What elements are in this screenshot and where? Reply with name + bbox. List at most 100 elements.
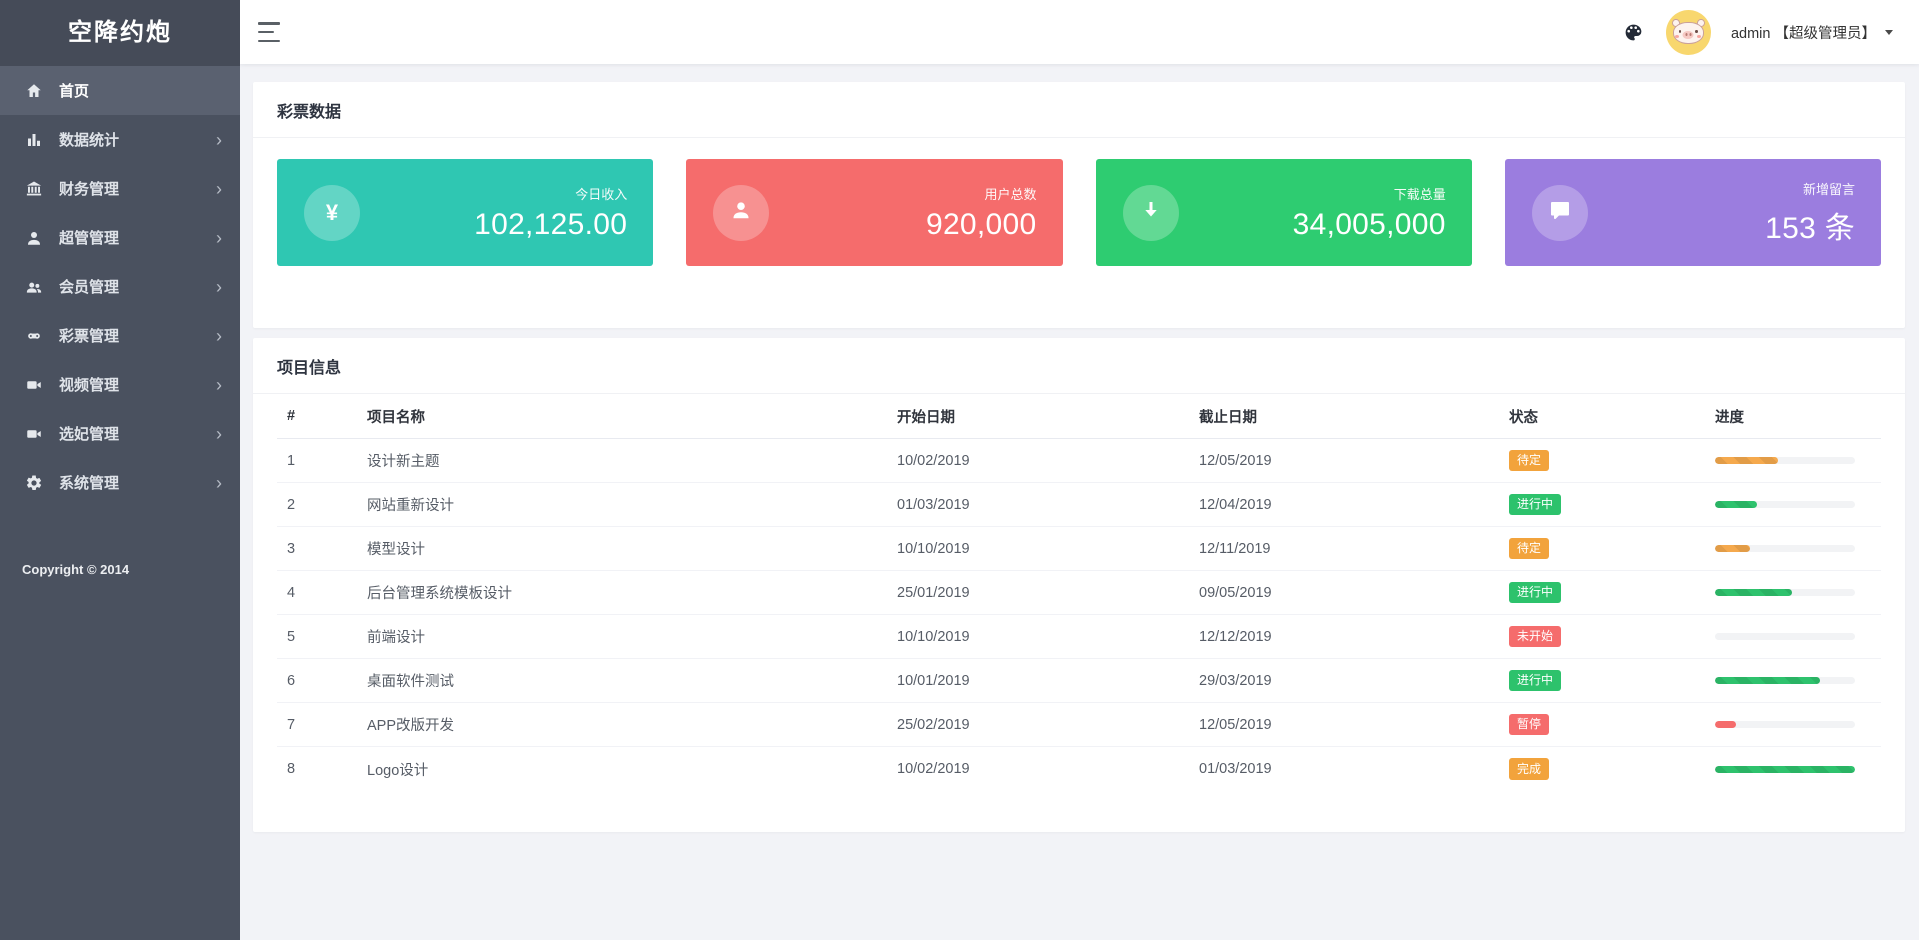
page-content: 彩票数据 ¥ 今日收入 102,125.00 用户总数 920,000 下载总量… — [240, 64, 1919, 832]
sidebar-item-8[interactable]: 系统管理 › — [0, 458, 240, 507]
stat-card-label: 用户总数 — [984, 186, 1037, 202]
cell-index: 4 — [287, 584, 296, 601]
progress-bar — [1715, 589, 1855, 596]
cell-name: Logo设计 — [367, 762, 429, 779]
main-area: admin 【超级管理员】 彩票数据 ¥ 今日收入 102,125.00 用户总… — [240, 0, 1919, 940]
status-badge: 暂停 — [1509, 713, 1550, 736]
projects-table: # 项目名称 开始日期 截止日期 状态 进度 1 设计新主题 10/02/201… — [253, 394, 1905, 832]
cell-start-date: 10/10/2019 — [897, 628, 970, 645]
status-badge: 待定 — [1509, 537, 1550, 560]
cell-name: 设计新主题 — [367, 454, 440, 470]
progress-bar — [1715, 765, 1855, 773]
progress-bar — [1715, 457, 1855, 464]
cell-end-date: 09/05/2019 — [1199, 584, 1272, 601]
progress-bar — [1715, 501, 1855, 508]
projects-panel: 项目信息 # 项目名称 开始日期 截止日期 状态 进度 1 设计新主题 10/0… — [253, 338, 1905, 832]
user-menu-dropdown[interactable]: admin 【超级管理员】 — [1731, 22, 1893, 43]
table-row: 7 APP改版开发 25/02/2019 12/05/2019 暂停 — [277, 703, 1881, 747]
chevron-right-icon: › — [216, 374, 222, 395]
chevron-right-icon: › — [216, 129, 222, 150]
sidebar-item-6[interactable]: 视频管理 › — [0, 360, 240, 409]
cell-start-date: 25/01/2019 — [897, 584, 970, 601]
cell-end-date: 01/03/2019 — [1199, 761, 1272, 777]
cell-end-date: 29/03/2019 — [1199, 672, 1272, 689]
home-icon — [24, 81, 44, 101]
copyright-text: Copyright © 2014 — [22, 562, 130, 577]
bar-chart-icon — [24, 130, 44, 150]
progress-bar — [1715, 633, 1855, 640]
table-row: 8 Logo设计 10/02/2019 01/03/2019 完成 — [277, 747, 1881, 791]
yen-icon: ¥ — [325, 199, 339, 225]
col-name: 项目名称 — [367, 409, 425, 426]
cell-name: 后台管理系统模板设计 — [367, 586, 512, 602]
stat-card: 新增留言 153 条 — [1504, 159, 1881, 266]
app-logo: 空降约炮 — [0, 0, 240, 66]
chevron-right-icon: › — [216, 423, 222, 444]
status-badge: 进行中 — [1509, 669, 1562, 692]
sidebar-item-4[interactable]: 会员管理 › — [0, 262, 240, 311]
user-avatar[interactable] — [1665, 9, 1711, 55]
cell-index: 1 — [287, 452, 296, 469]
sidebar-item-7[interactable]: 选妃管理 › — [0, 409, 240, 458]
cell-name: 桌面软件测试 — [367, 674, 454, 690]
stat-card-value: 34,005,000 — [1292, 207, 1446, 241]
sidebar-item-5[interactable]: 彩票管理 › — [0, 311, 240, 360]
stat-card: ¥ 今日收入 102,125.00 — [277, 159, 654, 266]
table-row: 6 桌面软件测试 10/01/2019 29/03/2019 进行中 — [277, 659, 1881, 703]
cell-start-date: 01/03/2019 — [897, 496, 970, 513]
progress-bar — [1715, 721, 1855, 728]
cell-name: 前端设计 — [367, 630, 425, 646]
stat-cards: ¥ 今日收入 102,125.00 用户总数 920,000 下载总量 34,0… — [253, 138, 1905, 328]
chevron-right-icon: › — [216, 227, 222, 248]
user-icon — [24, 228, 44, 248]
col-index: # — [287, 408, 296, 424]
video-icon — [24, 424, 44, 444]
sidebar-menu: 首页 › 数据统计 › 财务管理 › 超管管理 › 会员管理 › 彩票管理 › … — [0, 66, 240, 507]
stat-card: 下载总量 34,005,000 — [1095, 159, 1472, 266]
sidebar-item-3[interactable]: 超管管理 › — [0, 213, 240, 262]
sidebar-item-2[interactable]: 财务管理 › — [0, 164, 240, 213]
cell-index: 7 — [287, 716, 296, 733]
bank-icon — [24, 179, 44, 199]
cell-end-date: 12/05/2019 — [1199, 452, 1272, 469]
cell-name: 模型设计 — [367, 542, 425, 558]
sidebar-toggle-button[interactable] — [258, 22, 284, 42]
cell-name: 网站重新设计 — [367, 498, 454, 514]
cell-end-date: 12/12/2019 — [1199, 628, 1272, 645]
status-badge: 完成 — [1509, 758, 1550, 780]
table-body: 1 设计新主题 10/02/2019 12/05/2019 待定 2 网站重新设… — [277, 439, 1881, 791]
progress-bar — [1715, 545, 1855, 552]
stat-card-label: 今日收入 — [575, 186, 628, 202]
gamepad-icon — [24, 326, 44, 346]
col-end: 截止日期 — [1199, 409, 1257, 426]
theme-palette-icon[interactable] — [1622, 20, 1646, 44]
users-icon — [24, 277, 44, 297]
stat-card-value: 102,125.00 — [474, 207, 628, 241]
table-row: 5 前端设计 10/10/2019 12/12/2019 未开始 — [277, 615, 1881, 659]
chevron-right-icon: › — [216, 325, 222, 346]
chevron-right-icon: › — [216, 178, 222, 199]
chevron-right-icon: › — [216, 276, 222, 297]
person-icon — [729, 198, 753, 227]
stat-card-label: 下载总量 — [1393, 186, 1446, 202]
stats-panel: 彩票数据 ¥ 今日收入 102,125.00 用户总数 920,000 下载总量… — [253, 82, 1905, 328]
table-row: 4 后台管理系统模板设计 25/01/2019 09/05/2019 进行中 — [277, 571, 1881, 615]
col-progress: 进度 — [1715, 409, 1744, 426]
table-row: 3 模型设计 10/10/2019 12/11/2019 待定 — [277, 527, 1881, 571]
sidebar: 空降约炮 首页 › 数据统计 › 财务管理 › 超管管理 › 会员管理 › 彩票… — [0, 0, 240, 940]
status-badge: 进行中 — [1509, 493, 1562, 516]
projects-panel-title: 项目信息 — [253, 338, 1905, 394]
topbar: admin 【超级管理员】 — [240, 0, 1919, 64]
caret-down-icon — [1885, 29, 1893, 35]
cell-name: APP改版开发 — [367, 718, 455, 734]
sidebar-item-0[interactable]: 首页 › — [0, 66, 240, 115]
topbar-right: admin 【超级管理员】 — [1622, 9, 1893, 55]
pig-face-illustration — [1672, 21, 1704, 44]
status-badge: 待定 — [1509, 449, 1550, 472]
status-badge: 未开始 — [1509, 625, 1562, 648]
table-row: 2 网站重新设计 01/03/2019 12/04/2019 进行中 — [277, 483, 1881, 527]
sidebar-item-1[interactable]: 数据统计 › — [0, 115, 240, 164]
cell-end-date: 12/04/2019 — [1199, 496, 1272, 513]
cell-start-date: 10/01/2019 — [897, 672, 970, 689]
stats-panel-title: 彩票数据 — [253, 82, 1905, 138]
